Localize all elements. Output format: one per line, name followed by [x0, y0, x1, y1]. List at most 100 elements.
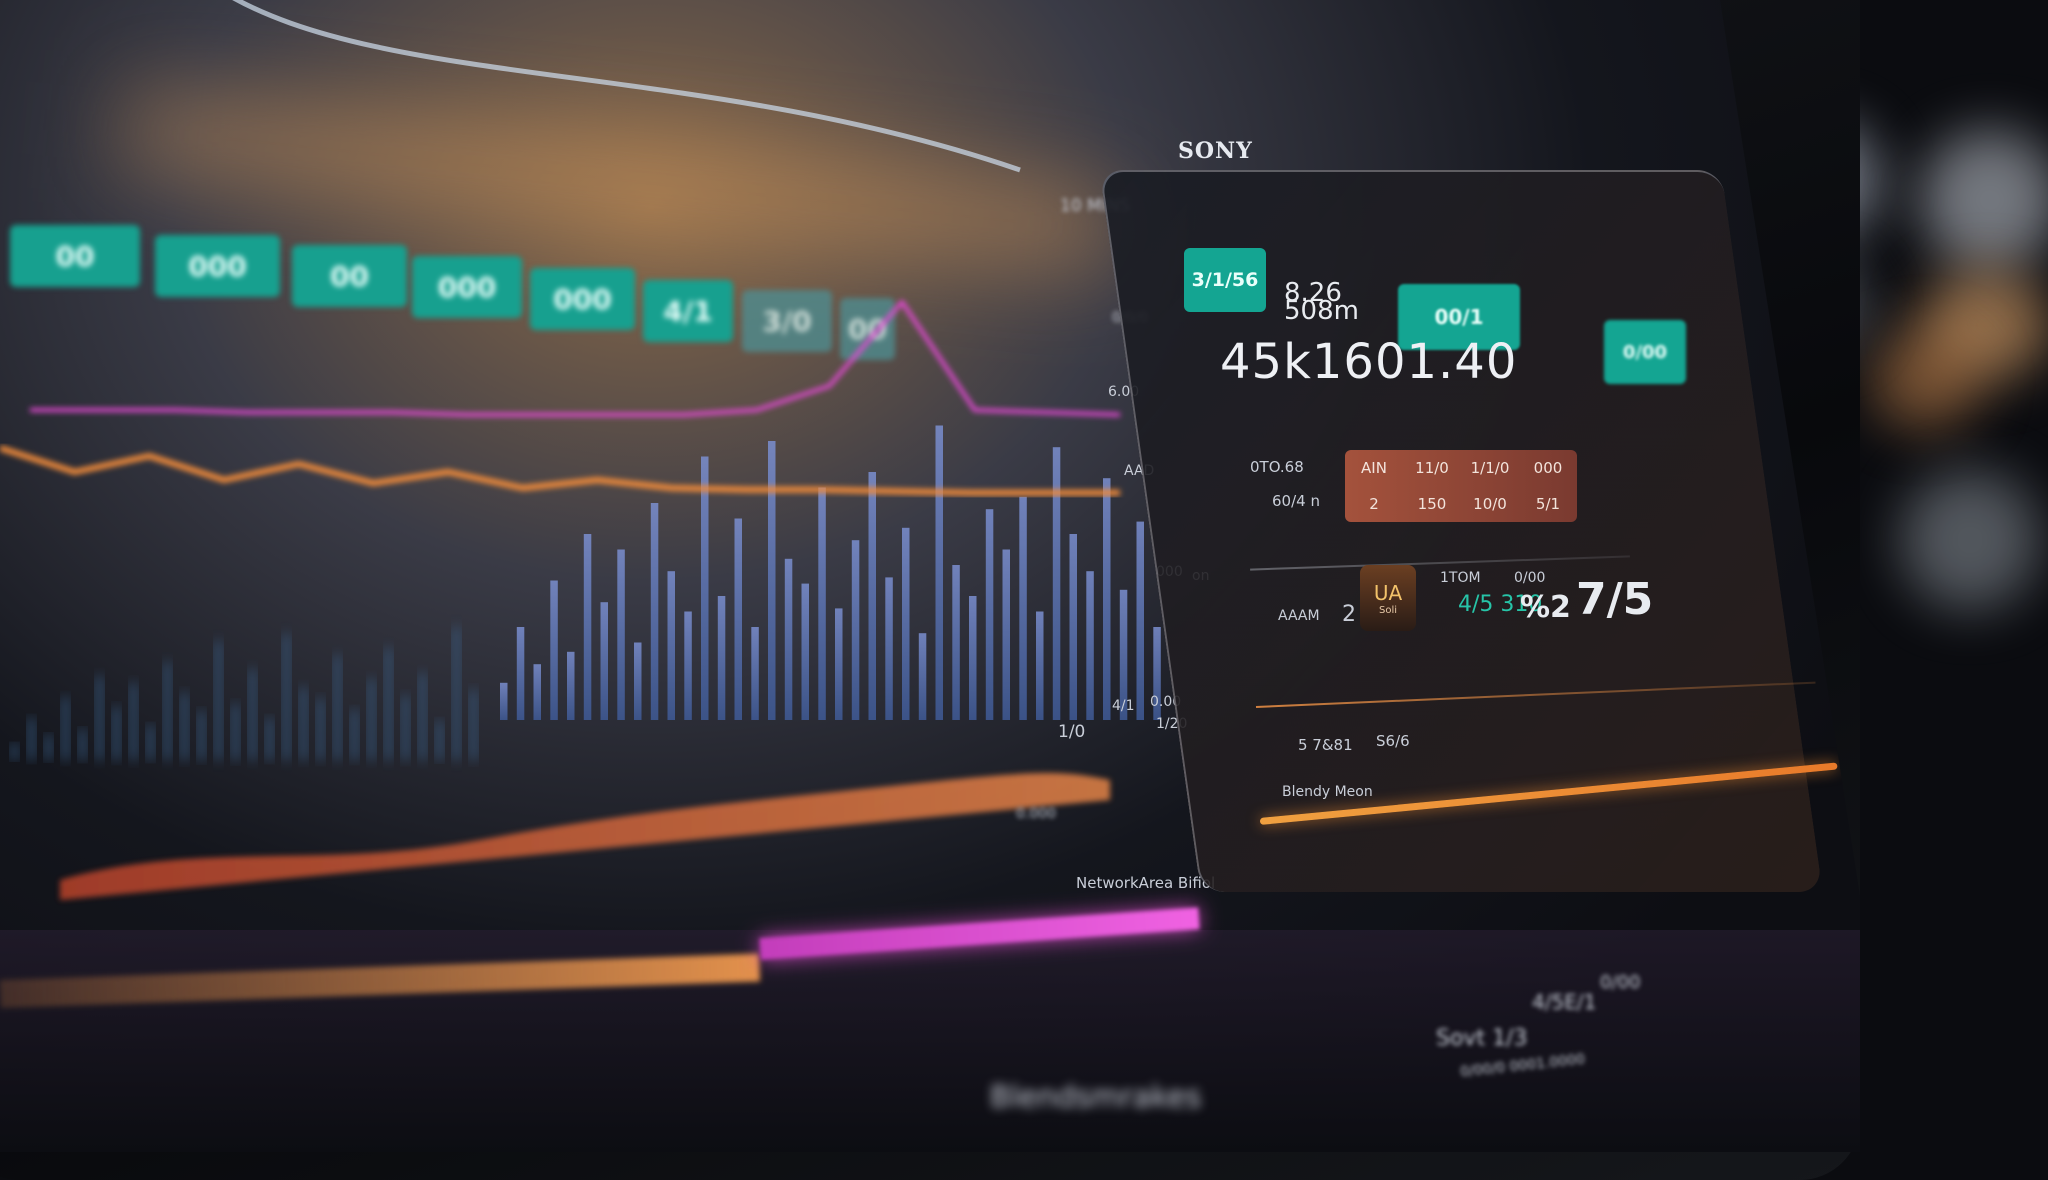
bar [567, 651, 575, 720]
under-chart-label: 0.000 [1016, 806, 1057, 822]
bar [401, 695, 410, 760]
chart-tab[interactable]: 4/1 [643, 280, 733, 342]
bar [214, 641, 223, 760]
right-tab-button[interactable]: 0/00 [1604, 320, 1686, 384]
bar [667, 571, 675, 720]
bar [112, 706, 121, 760]
bar [918, 633, 927, 720]
bar [818, 487, 826, 720]
app-icon[interactable]: UA Soli [1360, 565, 1416, 631]
stat-left-value: 2 [1342, 602, 1356, 627]
grid-cell: 11/0 [1415, 459, 1449, 477]
bar [1153, 627, 1161, 720]
bottom-strip [0, 930, 1860, 1152]
bar [333, 655, 342, 760]
chart-tab[interactable]: 000 [412, 256, 522, 318]
stat-value: 7/5 [1576, 574, 1654, 625]
bottom-text: 0/00 [1600, 972, 1641, 993]
bar [299, 687, 308, 760]
bar [1136, 521, 1144, 720]
panel-caption: Blendy Meon [1282, 784, 1373, 800]
grid-cell: 10/0 [1473, 495, 1507, 513]
bar [1052, 447, 1061, 720]
bottom-left-value: 5 7&81 [1298, 736, 1353, 754]
orange-area-series [60, 773, 1110, 900]
secondary-tab-button[interactable]: 00/1 [1398, 284, 1520, 350]
grid-cell: 000 [1533, 459, 1563, 477]
bar [129, 683, 138, 760]
bar [550, 580, 558, 720]
grid-cell: 2 [1369, 495, 1379, 513]
small-value-line1: 8.26 [1284, 278, 1342, 308]
chart-tab[interactable]: 000 [155, 235, 280, 297]
bar [600, 602, 608, 720]
bar [751, 627, 759, 720]
bar [1002, 549, 1010, 720]
grid-cell: 150 [1417, 495, 1447, 513]
bottom-right-value: S6/6 [1376, 732, 1410, 750]
stat-value: 4/5 310 [1458, 592, 1543, 617]
bar [282, 634, 291, 760]
bar [1036, 611, 1044, 720]
bar [952, 565, 960, 720]
bar [27, 718, 36, 760]
chart-tab[interactable]: 00 [292, 245, 407, 307]
bar [902, 527, 910, 720]
bar [350, 709, 359, 760]
bar [935, 425, 943, 720]
bar [367, 678, 376, 760]
primary-tab-button[interactable]: 3/1/56 [1184, 248, 1266, 312]
chart-tab[interactable]: 3/0 [742, 290, 832, 352]
small-value-line2: 508m [1284, 296, 1359, 326]
main-chart [0, 300, 1161, 900]
panel-left-label: 60/4 n [1272, 492, 1320, 510]
bar [701, 456, 709, 720]
bar [868, 472, 876, 720]
bar [163, 662, 172, 760]
bar [500, 682, 508, 720]
bar [1119, 589, 1128, 720]
brand-logo: SONY [1178, 138, 1253, 164]
bar [1103, 478, 1111, 720]
bar [469, 690, 478, 760]
bar [516, 627, 525, 720]
bar [1069, 534, 1077, 720]
bar [985, 509, 994, 720]
value-grid: AIN 11/0 1/1/0 000 2 150 10/0 5/1 [1345, 450, 1577, 522]
bottom-text: 4/5E/1 [1532, 990, 1597, 1014]
bar [650, 503, 659, 720]
chart-tab[interactable]: 000 [530, 268, 635, 330]
stat-left-label: AAAM [1278, 608, 1320, 624]
bar [265, 718, 274, 760]
bar [418, 673, 427, 760]
bar [44, 734, 53, 760]
axis-label: 1/0 [1058, 722, 1086, 742]
bar [146, 725, 155, 760]
bar [885, 577, 893, 720]
bottom-text: Sovt 1/3 [1436, 1026, 1528, 1051]
bar [1019, 496, 1027, 720]
bar [231, 704, 240, 760]
stat-label: 0/00 [1514, 570, 1546, 586]
bottom-blurred-text: Blendsmrakes [990, 1080, 1202, 1115]
bar [684, 611, 692, 720]
grid-cell: 5/1 [1535, 495, 1561, 513]
chart-footer-label: NetworkArea Bifiol [1076, 874, 1216, 892]
app-icon-label: UA [1373, 580, 1403, 605]
big-value: 45k1601.40 [1220, 334, 1518, 390]
stat-label: 1TOM [1440, 570, 1481, 586]
bar [734, 518, 742, 720]
chart-tab[interactable]: 00 [10, 225, 140, 287]
bar [851, 540, 860, 720]
bar [61, 697, 70, 760]
bar [583, 534, 592, 720]
bar [10, 743, 19, 760]
bar [1086, 571, 1094, 720]
grid-cell: AIN [1361, 459, 1387, 477]
panel-left-label: 0TO.68 [1250, 458, 1304, 476]
bar [248, 669, 257, 760]
series-line-magenta [30, 300, 1121, 417]
bar [384, 648, 393, 760]
line-series [0, 300, 1121, 496]
bar [768, 441, 776, 720]
